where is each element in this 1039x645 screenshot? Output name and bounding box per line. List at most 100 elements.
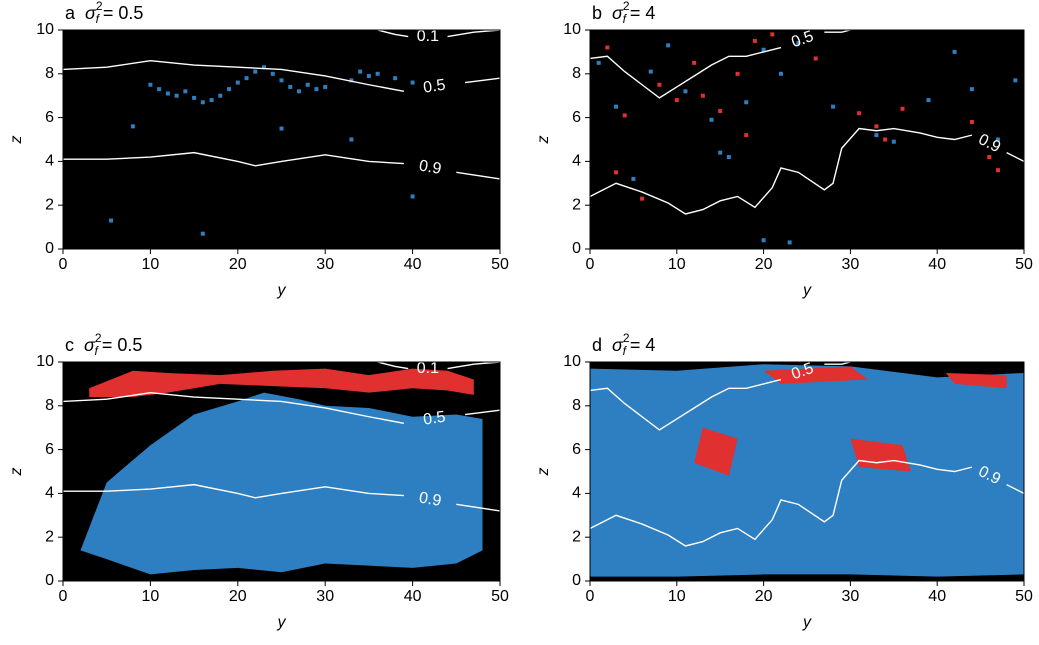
particle — [227, 87, 232, 92]
y-tick-label: 4 — [572, 153, 581, 170]
particle — [253, 69, 258, 74]
particle — [735, 71, 740, 76]
particle — [596, 60, 601, 65]
y-tick-label: 6 — [45, 441, 54, 458]
contour-label: 0.9 — [418, 157, 443, 177]
particle — [410, 80, 415, 85]
plot-background — [590, 30, 1024, 249]
x-axis-label: y — [277, 282, 287, 299]
x-tick-label: 0 — [59, 588, 68, 605]
particle — [605, 45, 610, 50]
contour-line — [62, 59, 501, 93]
x-tick-label: 10 — [142, 256, 160, 273]
particle-region — [590, 364, 1024, 577]
contour-label: 0.5 — [789, 360, 816, 383]
contour-label: 0.1 — [417, 360, 439, 377]
x-tick-label: 30 — [316, 256, 334, 273]
particle — [200, 231, 205, 236]
particle — [692, 60, 697, 65]
y-tick-label: 10 — [36, 21, 54, 38]
panel-title: c σ2 f = 0.5 — [65, 331, 142, 358]
particle — [349, 137, 354, 142]
particle — [323, 84, 328, 89]
y-tick-label: 2 — [45, 528, 54, 545]
sigma-subscript: f — [623, 344, 628, 358]
y-axis-label: z — [8, 468, 25, 477]
sigma-symbol: σ — [85, 3, 97, 23]
particle — [235, 80, 240, 85]
y-tick-label: 4 — [572, 485, 581, 502]
x-tick-label: 40 — [928, 256, 946, 273]
particle — [995, 168, 1000, 173]
particle — [666, 43, 671, 48]
particle — [709, 117, 714, 122]
particle-region — [694, 427, 738, 476]
particle — [109, 218, 114, 223]
particle — [752, 38, 757, 43]
particle — [410, 194, 415, 199]
particle — [874, 124, 879, 129]
particle — [183, 89, 188, 94]
sigma-symbol: σ — [612, 335, 624, 355]
panel-label: b — [592, 3, 602, 23]
contour-line — [589, 29, 851, 99]
particle — [683, 89, 688, 94]
panel-title: a σ2 f = 0.5 — [65, 0, 143, 26]
y-axis-label: z — [8, 136, 25, 145]
y-tick-label: 2 — [572, 528, 581, 545]
particle — [700, 93, 705, 98]
x-tick-label: 50 — [491, 256, 509, 273]
particle — [674, 98, 679, 103]
particle — [744, 100, 749, 105]
particle — [831, 104, 836, 109]
particle — [270, 71, 275, 76]
particle — [622, 113, 627, 118]
axes-frame — [589, 29, 1025, 250]
sigma-superscript: 2 — [96, 0, 103, 13]
particle — [244, 76, 249, 81]
particle-region — [89, 368, 474, 398]
particle-region — [945, 372, 1007, 389]
x-tick-label: 10 — [142, 588, 160, 605]
y-tick-label: 4 — [45, 153, 54, 170]
x-axis-label: y — [802, 614, 812, 631]
x-tick-label: 0 — [586, 588, 595, 605]
particle — [349, 78, 354, 83]
particle-region — [850, 438, 912, 472]
panel-title: b σ2 f = 4 — [592, 0, 655, 26]
particle — [262, 65, 267, 70]
particle — [969, 119, 974, 124]
y-tick-label: 10 — [36, 353, 54, 370]
particle — [995, 137, 1000, 142]
particle — [787, 240, 792, 245]
contour-line — [377, 361, 501, 370]
x-tick-label: 10 — [668, 256, 686, 273]
particle — [614, 170, 619, 175]
particle — [778, 71, 783, 76]
y-tick-label: 0 — [572, 572, 581, 589]
particle — [657, 82, 662, 87]
contour-line — [62, 391, 501, 425]
contour-label: 0.5 — [422, 77, 447, 97]
y-tick-label: 0 — [45, 240, 54, 257]
contour-line — [63, 151, 501, 180]
sigma-superscript: 2 — [623, 331, 630, 345]
y-tick-label: 10 — [563, 21, 581, 38]
particle — [366, 73, 371, 78]
particle — [761, 238, 766, 243]
particle — [726, 155, 731, 160]
particle — [883, 137, 888, 142]
x-tick-label: 30 — [842, 256, 860, 273]
particle — [279, 78, 284, 83]
contour-line — [589, 459, 1025, 547]
particle — [209, 98, 214, 103]
particle — [305, 82, 310, 87]
contour-line — [377, 29, 501, 38]
panel-title: d σ2 f = 4 — [592, 331, 655, 358]
sigma-value: = 4 — [630, 3, 656, 23]
panel-label: a — [65, 3, 76, 23]
particle — [174, 93, 179, 98]
x-tick-label: 50 — [491, 588, 509, 605]
sigma-value: = 0.5 — [102, 335, 143, 355]
